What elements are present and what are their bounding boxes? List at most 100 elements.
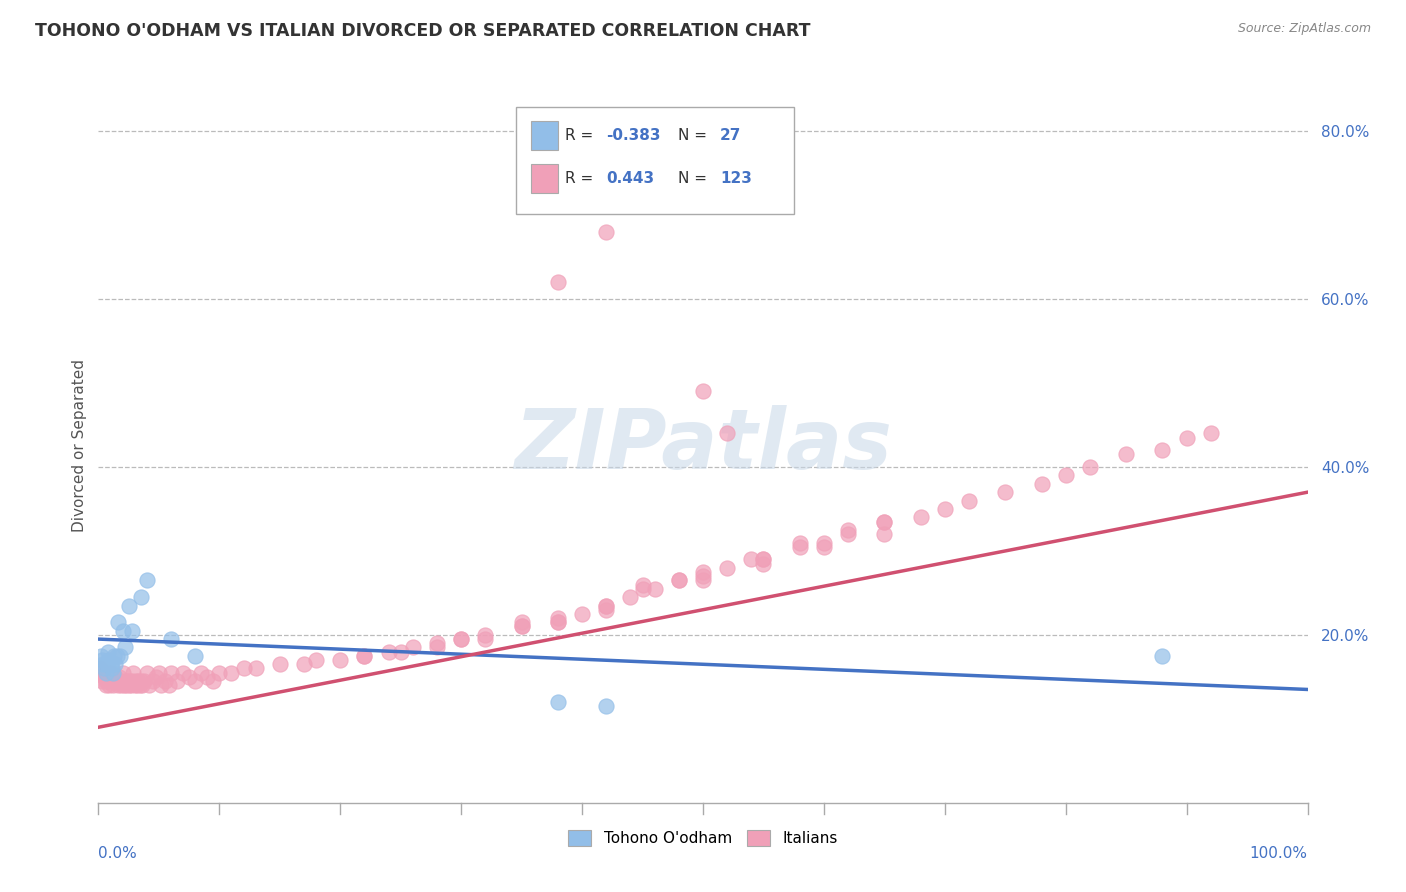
Point	[108, 674, 131, 689]
Point	[329, 653, 352, 667]
Point	[128, 678, 150, 692]
Point	[107, 615, 129, 630]
Point	[110, 678, 132, 692]
Point	[91, 674, 114, 689]
Point	[108, 670, 131, 684]
Point	[103, 648, 125, 663]
Point	[100, 657, 122, 672]
Point	[668, 574, 690, 588]
Point	[91, 653, 114, 667]
Point	[426, 640, 449, 655]
Point	[269, 657, 291, 672]
Point	[118, 599, 141, 613]
Point	[98, 665, 121, 680]
Point	[510, 619, 533, 633]
Point	[510, 615, 533, 630]
Point	[873, 527, 896, 541]
Point	[837, 523, 859, 537]
Text: 0.443: 0.443	[606, 171, 654, 186]
Point	[104, 657, 127, 672]
Point	[547, 615, 569, 630]
Point	[89, 661, 111, 675]
Point	[108, 648, 131, 663]
Point	[129, 590, 152, 604]
Point	[124, 678, 146, 692]
Point	[619, 590, 641, 604]
Point	[184, 674, 207, 689]
Point	[150, 678, 173, 692]
Text: Source: ZipAtlas.com: Source: ZipAtlas.com	[1237, 22, 1371, 36]
Text: TOHONO O'ODHAM VS ITALIAN DIVORCED OR SEPARATED CORRELATION CHART: TOHONO O'ODHAM VS ITALIAN DIVORCED OR SE…	[35, 22, 811, 40]
Point	[692, 569, 714, 583]
Text: R =: R =	[565, 128, 599, 143]
Text: 100.0%: 100.0%	[1250, 846, 1308, 861]
Point	[90, 648, 112, 663]
Point	[389, 645, 412, 659]
Point	[692, 384, 714, 399]
Point	[121, 624, 143, 638]
Point	[644, 582, 666, 596]
Point	[104, 670, 127, 684]
Point	[91, 657, 114, 672]
Point	[547, 695, 569, 709]
Point	[101, 665, 124, 680]
Point	[195, 670, 218, 684]
Point	[100, 665, 122, 680]
Point	[122, 665, 145, 680]
Point	[402, 640, 425, 655]
Point	[595, 225, 617, 239]
Point	[221, 665, 243, 680]
Point	[93, 661, 115, 675]
Point	[120, 678, 142, 692]
Point	[135, 665, 157, 680]
Legend: Tohono O'odham, Italians: Tohono O'odham, Italians	[562, 824, 844, 852]
Point	[1115, 447, 1137, 461]
Point	[145, 670, 167, 684]
Point	[910, 510, 932, 524]
Point	[98, 653, 121, 667]
Point	[112, 678, 135, 692]
Point	[752, 552, 775, 566]
Point	[450, 632, 472, 646]
Point	[138, 678, 160, 692]
Point	[595, 699, 617, 714]
Point	[740, 552, 762, 566]
Point	[547, 615, 569, 630]
Point	[353, 648, 375, 663]
Point	[305, 653, 328, 667]
Point	[547, 611, 569, 625]
Point	[142, 674, 165, 689]
FancyBboxPatch shape	[516, 107, 793, 214]
Text: -0.383: -0.383	[606, 128, 661, 143]
Point	[117, 674, 139, 689]
Point	[121, 674, 143, 689]
FancyBboxPatch shape	[531, 164, 558, 193]
Point	[1031, 476, 1053, 491]
Y-axis label: Divorced or Separated: Divorced or Separated	[72, 359, 87, 533]
Point	[184, 648, 207, 663]
Point	[90, 665, 112, 680]
Point	[93, 670, 115, 684]
Point	[135, 574, 157, 588]
Point	[129, 674, 152, 689]
Point	[619, 191, 641, 205]
Point	[474, 628, 496, 642]
Point	[127, 674, 149, 689]
Point	[160, 665, 183, 680]
Point	[510, 619, 533, 633]
Point	[100, 670, 122, 684]
Point	[131, 678, 153, 692]
Point	[118, 678, 141, 692]
Point	[125, 674, 148, 689]
Point	[547, 275, 569, 289]
Point	[190, 665, 212, 680]
Point	[1078, 460, 1101, 475]
Point	[1054, 468, 1077, 483]
Point	[96, 657, 118, 672]
Point	[97, 674, 120, 689]
Point	[752, 552, 775, 566]
Point	[1152, 443, 1174, 458]
Point	[114, 674, 136, 689]
Point	[103, 674, 125, 689]
Point	[873, 515, 896, 529]
